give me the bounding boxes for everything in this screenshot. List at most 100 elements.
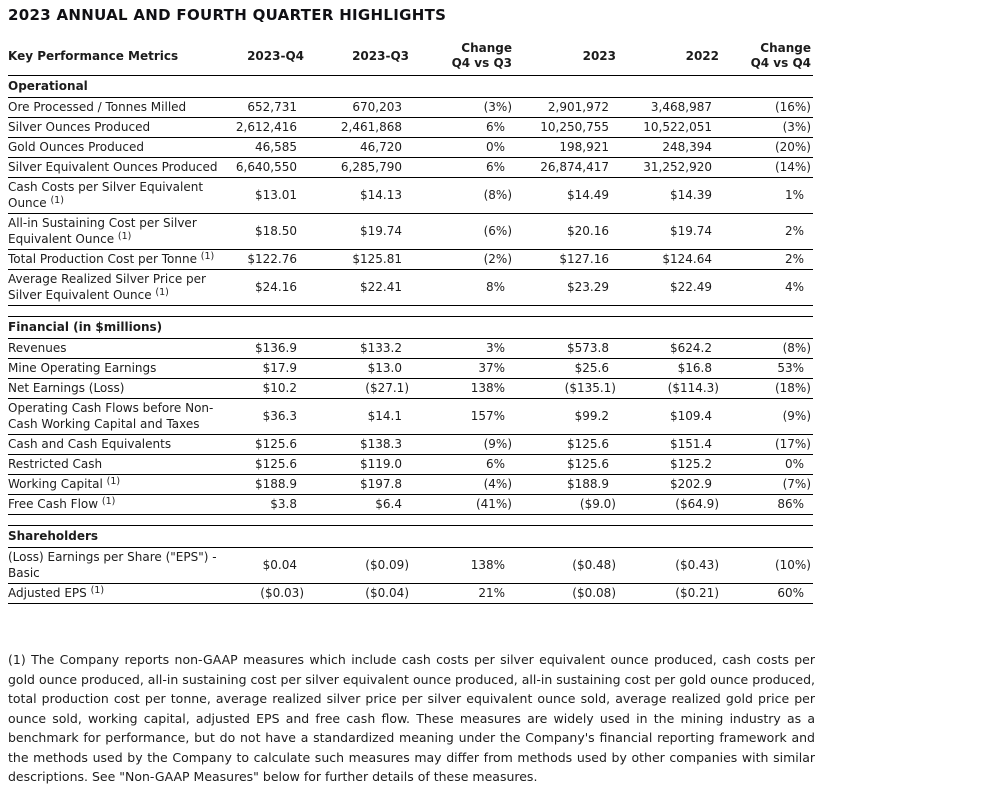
- metric-value: 2%: [721, 249, 813, 270]
- key-performance-metrics-table: Key Performance Metrics 2023-Q4 2023-Q3 Cha…: [8, 40, 813, 604]
- table-row: Mine Operating Earnings $17.9 $13.0 37% $25.…: [8, 358, 813, 379]
- metric-value: 2%: [721, 213, 813, 250]
- footnote-marker: (1): [90, 585, 105, 596]
- metric-label: Revenues: [8, 338, 230, 359]
- metric-value: (41%): [411, 494, 514, 515]
- table-row: Restricted Cash $125.6 $119.0 6% $125.6 $125.…: [8, 454, 813, 475]
- metric-value: ($135.1): [514, 378, 618, 399]
- non-gaap-footnote: (1) The Company reports non-GAAP measure…: [8, 652, 815, 784]
- metric-value: ($0.08): [514, 583, 618, 604]
- metric-value: 1%: [721, 177, 813, 214]
- metric-value: $3.8: [230, 494, 306, 515]
- metric-value: 2,901,972: [514, 97, 618, 118]
- metric-value: $14.39: [618, 177, 721, 214]
- metric-value: $10.2: [230, 378, 306, 399]
- table-row: Working Capital (1) $188.9 $197.8 (4%) $188.…: [8, 474, 813, 495]
- metric-value: (6%): [411, 213, 514, 250]
- metric-value: 6%: [411, 454, 514, 475]
- metric-value: $138.3: [306, 434, 411, 455]
- column-header-row: Key Performance Metrics 2023-Q4 2023-Q3 Cha…: [8, 40, 813, 76]
- metric-label: Silver Equivalent Ounces Produced: [8, 157, 230, 178]
- metric-value: (9%): [411, 434, 514, 455]
- metric-value: $188.9: [514, 474, 618, 495]
- metric-value: (18%): [721, 378, 813, 399]
- metric-value: $14.13: [306, 177, 411, 214]
- metric-value: $24.16: [230, 269, 306, 306]
- metric-value: (16%): [721, 97, 813, 118]
- metric-value: 10,250,755: [514, 117, 618, 138]
- footnote-marker: (1): [200, 251, 215, 262]
- column-header: 2023-Q4: [230, 40, 306, 76]
- section-heading: Operational: [8, 75, 813, 98]
- table-row: Total Production Cost per Tonne (1) $122.…: [8, 249, 813, 270]
- table-row: Cash Costs per Silver Equivalent Ounce (…: [8, 177, 813, 214]
- table-row: Operating Cash Flows before Non-Cash Wor…: [8, 398, 813, 435]
- metric-label: Net Earnings (Loss): [8, 378, 230, 399]
- metric-value: 0%: [721, 454, 813, 475]
- metric-value: $14.49: [514, 177, 618, 214]
- metric-value: $0.04: [230, 547, 306, 584]
- table-row: Average Realized Silver Price per Silver…: [8, 269, 813, 306]
- metric-value: $22.49: [618, 269, 721, 306]
- metric-value: ($64.9): [618, 494, 721, 515]
- metric-value: $133.2: [306, 338, 411, 359]
- footnote-marker: (1): [50, 195, 64, 206]
- metric-value: $17.9: [230, 358, 306, 379]
- metric-value: ($114.3): [618, 378, 721, 399]
- metric-value: 10,522,051: [618, 117, 721, 138]
- metric-value: (3%): [411, 97, 514, 118]
- metric-value: 60%: [721, 583, 813, 604]
- metric-value: $25.6: [514, 358, 618, 379]
- metric-value: (14%): [721, 157, 813, 178]
- metric-value: $122.76: [230, 249, 306, 270]
- metric-value: $125.81: [306, 249, 411, 270]
- metric-value: 198,921: [514, 137, 618, 158]
- metric-label: Ore Processed / Tonnes Milled: [8, 97, 230, 118]
- metric-label: Gold Ounces Produced: [8, 137, 230, 158]
- metric-value: 3,468,987: [618, 97, 721, 118]
- metric-label: Mine Operating Earnings: [8, 358, 230, 379]
- metric-value: $6.4: [306, 494, 411, 515]
- metric-value: 53%: [721, 358, 813, 379]
- metric-value: $18.50: [230, 213, 306, 250]
- section-header-row: Shareholders: [8, 525, 813, 548]
- metric-value: 86%: [721, 494, 813, 515]
- metric-value: (7%): [721, 474, 813, 495]
- table-body: Operational Ore Processed / Tonnes Milled…: [8, 75, 813, 604]
- table-row: Cash and Cash Equivalents $125.6 $138.3 (9%…: [8, 434, 813, 455]
- column-header: Change Q4 vs Q4: [721, 40, 813, 76]
- table-row: Silver Ounces Produced 2,612,416 2,461,868…: [8, 117, 813, 138]
- metric-label: Total Production Cost per Tonne (1): [8, 249, 230, 270]
- metric-value: (4%): [411, 474, 514, 495]
- section-header-row: Operational: [8, 75, 813, 98]
- metric-value: (17%): [721, 434, 813, 455]
- section-spacer: [8, 515, 813, 526]
- footnote-marker: (1): [117, 231, 132, 242]
- metric-value: $151.4: [618, 434, 721, 455]
- metric-value: $119.0: [306, 454, 411, 475]
- metric-label: Silver Ounces Produced: [8, 117, 230, 138]
- metric-value: $125.6: [230, 434, 306, 455]
- footnote-marker: (1): [106, 476, 121, 487]
- metric-value: (8%): [721, 338, 813, 359]
- metric-value: $202.9: [618, 474, 721, 495]
- column-header: Change Q4 vs Q3: [411, 40, 514, 76]
- metric-value: $109.4: [618, 398, 721, 435]
- column-header: 2022: [618, 40, 721, 76]
- metric-value: $13.0: [306, 358, 411, 379]
- metric-value: $125.2: [618, 454, 721, 475]
- metric-value: $19.74: [618, 213, 721, 250]
- table-row: Gold Ounces Produced 46,585 46,720 0% 198,92…: [8, 137, 813, 158]
- metric-value: 138%: [411, 547, 514, 584]
- metric-value: 4%: [721, 269, 813, 306]
- footnote-marker: (1): [101, 496, 116, 507]
- section-header-row: Financial (in $millions): [8, 316, 813, 339]
- metric-value: 138%: [411, 378, 514, 399]
- table-row: (Loss) Earnings per Share ("EPS") - Basi…: [8, 547, 813, 584]
- metric-label: (Loss) Earnings per Share ("EPS") - Basi…: [8, 547, 230, 584]
- metric-value: $14.1: [306, 398, 411, 435]
- metric-value: $19.74: [306, 213, 411, 250]
- metric-value: (8%): [411, 177, 514, 214]
- metric-value: $16.8: [618, 358, 721, 379]
- metric-value: $136.9: [230, 338, 306, 359]
